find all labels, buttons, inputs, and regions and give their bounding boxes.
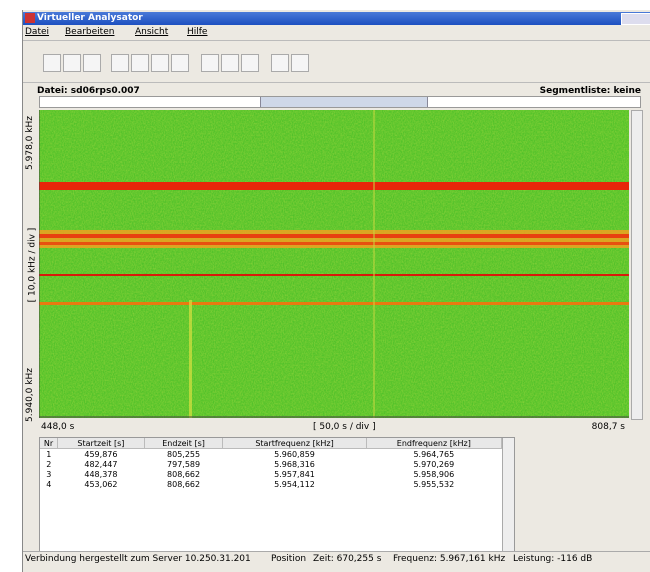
app-icon bbox=[25, 13, 35, 23]
signal-band bbox=[39, 230, 629, 248]
table-cell: 797,589 bbox=[167, 459, 201, 469]
column-header: Startzeit [s] bbox=[57, 438, 145, 449]
segment-label: Segmentliste: keine bbox=[539, 86, 641, 96]
table-cell: 3 bbox=[46, 469, 52, 479]
table-cell: 482,447 bbox=[84, 459, 118, 469]
table-cell: 5.968,316 bbox=[274, 459, 315, 469]
toolbar-button[interactable] bbox=[83, 54, 101, 72]
status-position: Position bbox=[271, 554, 307, 564]
table-cell: 5.958,906 bbox=[413, 469, 455, 479]
status-connection: Verbindung hergestellt zum Server 10.250… bbox=[25, 554, 251, 564]
x-start-label: 448,0 s bbox=[41, 422, 75, 432]
noise bbox=[39, 110, 629, 418]
table-cell: 5.960,859 bbox=[274, 449, 315, 459]
table-cell: 808,662 bbox=[167, 469, 201, 479]
table-cell: 448,378 bbox=[84, 469, 118, 479]
toolbar-button[interactable] bbox=[291, 54, 309, 72]
table-cell: 4 bbox=[46, 479, 52, 489]
status-frequency: Frequenz: 5.967,161 kHz bbox=[393, 554, 506, 564]
column-header: Endfrequenz [kHz] bbox=[366, 438, 503, 449]
status-time: Zeit: 670,255 s bbox=[313, 554, 382, 564]
separator bbox=[23, 40, 650, 41]
table-cell: 453,062 bbox=[84, 479, 118, 489]
x-scale-label: [ 50,0 s / div ] bbox=[313, 422, 376, 432]
toolbar-button[interactable] bbox=[111, 54, 129, 72]
toolbar-button[interactable] bbox=[131, 54, 149, 72]
table-row[interactable]: 3 448,378 808,662 5.957,841 5.958,906 bbox=[40, 469, 502, 479]
table-row[interactable]: 1 459,876 805,255 5.960,859 5.964,765 bbox=[40, 449, 502, 460]
table-cell: 5.957,841 bbox=[274, 469, 315, 479]
table-cell: 5.964,765 bbox=[413, 449, 455, 459]
window-title: Virtueller Analysator bbox=[37, 13, 143, 23]
column-header: Startfrequenz [kHz] bbox=[222, 438, 367, 449]
x-end-label: 808,7 s bbox=[591, 422, 625, 432]
table-cell: 1 bbox=[46, 449, 52, 459]
table-cell: 808,662 bbox=[167, 479, 201, 489]
signal-band bbox=[39, 242, 629, 245]
toolbar-button[interactable] bbox=[201, 54, 219, 72]
y-bottom-label: 5.940,0 kHz bbox=[24, 368, 35, 422]
table-scrollbar[interactable] bbox=[502, 438, 514, 551]
toolbar-button[interactable] bbox=[151, 54, 169, 72]
column-header: Nr bbox=[40, 438, 59, 449]
menu-item[interactable]: Ansicht bbox=[135, 27, 169, 37]
table-cell: 805,255 bbox=[167, 449, 201, 459]
status-bar: Verbindung hergestellt zum Server 10.250… bbox=[23, 551, 650, 566]
toolbar-button[interactable] bbox=[63, 54, 81, 72]
table-cell: 459,876 bbox=[84, 449, 118, 459]
table-cell: 5.970,269 bbox=[413, 459, 455, 469]
window: Virtueller Analysator Datei Bearbeiten Ans… bbox=[22, 10, 650, 572]
spectrogram bbox=[39, 110, 629, 418]
table: Nr Startzeit [s] Endzeit [s] Startfrequenz … bbox=[40, 438, 503, 489]
window-buttons[interactable] bbox=[621, 13, 650, 25]
vertical-trace bbox=[373, 110, 375, 418]
column-header: Endzeit [s] bbox=[144, 438, 224, 449]
table-row[interactable]: 4 453,062 808,662 5.954,112 5.955,532 bbox=[40, 479, 502, 489]
table-row[interactable]: 2 482,447 797,589 5.968,316 5.970,269 bbox=[40, 459, 502, 469]
menu-item[interactable]: Datei bbox=[25, 27, 50, 37]
table-header: Nr Startzeit [s] Endzeit [s] Startfrequenz … bbox=[40, 438, 503, 449]
signal-band bbox=[39, 182, 629, 190]
table-cell: 2 bbox=[46, 459, 52, 469]
toolbar-button[interactable] bbox=[43, 54, 61, 72]
signal-band bbox=[39, 302, 629, 305]
toolbar-button[interactable] bbox=[271, 54, 289, 72]
y-axis: 5.978,0 kHz [ 10,0 kHz / div ] 5.940,0 k… bbox=[24, 110, 38, 422]
y-top-label: 5.978,0 kHz bbox=[24, 116, 35, 170]
status-power: Leistung: -116 dB bbox=[513, 554, 593, 564]
separator bbox=[23, 82, 650, 83]
signal-band bbox=[39, 274, 629, 276]
file-label: Datei: sd06rps0.007 bbox=[37, 86, 140, 96]
table-cell: 5.955,532 bbox=[413, 479, 455, 489]
v-scrollbar[interactable] bbox=[631, 110, 643, 420]
toolbar-button[interactable] bbox=[171, 54, 189, 72]
h-scrollbar[interactable] bbox=[39, 96, 641, 108]
vertical-trace bbox=[189, 300, 192, 418]
signal-band bbox=[39, 234, 629, 238]
scroll-thumb[interactable] bbox=[260, 97, 428, 107]
y-scale-label: [ 10,0 kHz / div ] bbox=[27, 227, 38, 303]
table-cell: 5.954,112 bbox=[274, 479, 315, 489]
menu-item[interactable]: Bearbeiten bbox=[65, 27, 115, 37]
toolbar-button[interactable] bbox=[241, 54, 259, 72]
title-bar: Virtueller Analysator bbox=[23, 12, 650, 25]
menu-item[interactable]: Hilfe bbox=[187, 27, 208, 37]
segment-table: Nr Startzeit [s] Endzeit [s] Startfrequenz … bbox=[39, 437, 515, 552]
toolbar-button[interactable] bbox=[221, 54, 239, 72]
